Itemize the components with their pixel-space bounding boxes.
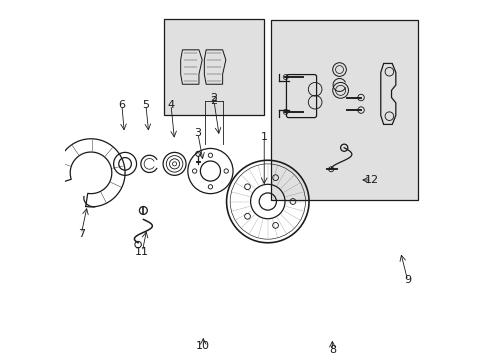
Bar — [163, 19, 264, 116]
Text: 4: 4 — [167, 100, 174, 110]
Text: 2: 2 — [210, 93, 217, 103]
Text: 7: 7 — [78, 229, 85, 239]
Text: 1: 1 — [260, 132, 267, 142]
Text: 11: 11 — [135, 247, 149, 257]
Text: 10: 10 — [196, 341, 210, 351]
Text: 9: 9 — [403, 275, 410, 285]
Text: 6: 6 — [118, 100, 125, 110]
Text: 2: 2 — [210, 96, 217, 106]
Text: 8: 8 — [328, 345, 335, 355]
Text: 3: 3 — [194, 129, 201, 138]
Text: 5: 5 — [142, 100, 149, 110]
Text: 12: 12 — [364, 175, 378, 185]
Bar — [271, 21, 418, 200]
